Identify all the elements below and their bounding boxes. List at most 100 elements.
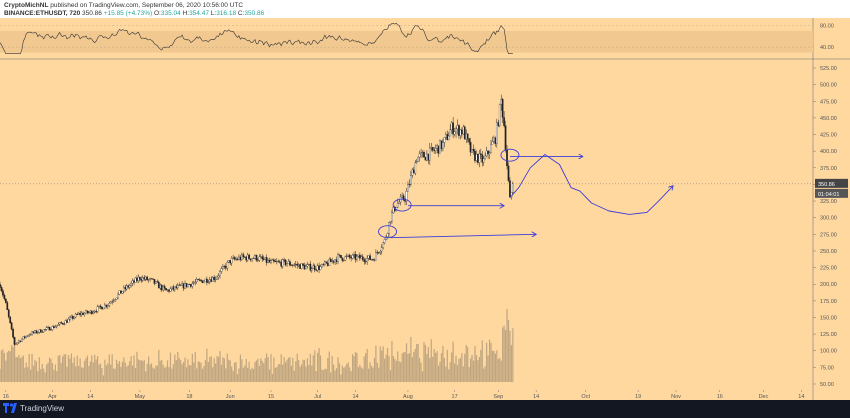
candle-down: [153, 279, 156, 284]
candle-down: [82, 312, 84, 315]
volume-bar: [245, 359, 247, 382]
volume-bar: [317, 352, 319, 382]
volume-bar: [416, 344, 418, 382]
volume-bar: [496, 350, 498, 382]
candle-up: [275, 261, 278, 263]
candle-up: [398, 201, 401, 204]
author-name[interactable]: CryptoMichNL: [4, 2, 49, 9]
candle-up: [465, 133, 468, 140]
candle-up: [178, 284, 181, 286]
volume-bar: [149, 364, 151, 382]
candle-up: [482, 158, 485, 163]
volume-bar: [451, 352, 453, 382]
volume-bar: [430, 339, 432, 382]
time-tick-label: Aug: [403, 394, 413, 400]
volume-bar: [330, 372, 332, 382]
volume-bar: [426, 353, 428, 382]
price-tick-label: 200.00: [820, 282, 837, 288]
candle-up: [383, 239, 386, 243]
volume-bar: [394, 358, 396, 382]
candle-down: [509, 180, 511, 198]
candle-up: [453, 131, 456, 135]
candle-down: [376, 252, 379, 253]
volume-bar: [73, 357, 75, 382]
candle-up: [306, 264, 309, 267]
volume-bar: [219, 351, 221, 382]
price-tick-label: 525.00: [820, 66, 837, 72]
volume-bar: [190, 365, 192, 382]
candle-down: [359, 254, 361, 259]
volume-bar: [366, 348, 368, 382]
volume-bar: [270, 354, 272, 382]
volume-bar: [510, 345, 513, 382]
candle-down: [431, 147, 434, 151]
volume-bar: [432, 356, 434, 382]
candle-down: [243, 256, 246, 258]
volume-bar: [465, 344, 467, 382]
candle-up: [484, 155, 487, 159]
candle-up: [111, 301, 114, 303]
volume-bar: [337, 357, 339, 382]
tradingview-brand[interactable]: TradingView: [20, 404, 65, 413]
time-tick-label: Apr: [48, 394, 57, 400]
volume-bar: [333, 364, 335, 382]
volume-bar: [357, 367, 360, 382]
volume-bar: [462, 366, 464, 382]
candle-up: [181, 283, 183, 286]
candle-down: [168, 289, 170, 292]
price-chart[interactable]: 80.00 40.00 525.00 500.00 475.00 450.00 425.00…: [0, 18, 850, 400]
candle-up: [191, 283, 194, 287]
close-value: 350.86: [244, 10, 265, 17]
candle-up: [125, 285, 128, 290]
candle-down: [503, 117, 505, 126]
volume-bar: [223, 358, 225, 382]
time-tick-label: 15: [268, 394, 274, 400]
candle-up: [316, 265, 319, 271]
candle-down: [242, 254, 245, 258]
rsi-tick-label: 80.00: [820, 23, 834, 29]
volume-bar: [384, 358, 386, 382]
candle-down: [105, 304, 108, 307]
volume-bar: [376, 362, 378, 382]
volume-bar: [113, 368, 115, 382]
candle-up: [286, 263, 288, 266]
candle-down: [469, 142, 472, 153]
volume-bar: [92, 362, 94, 382]
volume-bar: [220, 364, 223, 382]
candle-up: [88, 312, 90, 314]
candle-up: [241, 254, 243, 260]
candle-up: [357, 254, 360, 257]
volume-bar: [477, 360, 479, 382]
candle-up: [297, 264, 300, 266]
candle-down: [363, 259, 366, 262]
candle-down: [446, 134, 449, 140]
volume-bar: [331, 356, 333, 382]
price-tick-label: 275.00: [820, 232, 837, 238]
candle-up: [144, 276, 147, 280]
volume-bar: [470, 358, 472, 382]
volume-bar: [197, 361, 199, 382]
volume-bar: [408, 352, 411, 382]
volume-bar: [273, 357, 275, 382]
candle-down: [143, 277, 146, 280]
candle-up: [77, 312, 80, 315]
candle-up: [459, 129, 462, 136]
symbol-label[interactable]: BINANCE:ETHUSDT, 720: [4, 10, 81, 17]
candle-up: [308, 263, 310, 265]
volume-bar: [0, 350, 3, 382]
candle-down: [315, 269, 318, 271]
candle-up: [428, 147, 431, 161]
candle-down: [210, 279, 213, 282]
volume-bar: [293, 370, 295, 382]
candle-down: [373, 259, 376, 261]
candle-down: [255, 255, 258, 261]
volume-bar: [287, 357, 290, 382]
candle-up: [478, 153, 481, 163]
volume-bar: [233, 362, 236, 382]
candle-down: [335, 259, 338, 262]
volume-bar: [47, 362, 49, 382]
volume-bar: [110, 364, 112, 382]
volume-bar: [12, 347, 14, 382]
volume-bar: [11, 345, 13, 382]
close-label: C:: [237, 10, 245, 17]
